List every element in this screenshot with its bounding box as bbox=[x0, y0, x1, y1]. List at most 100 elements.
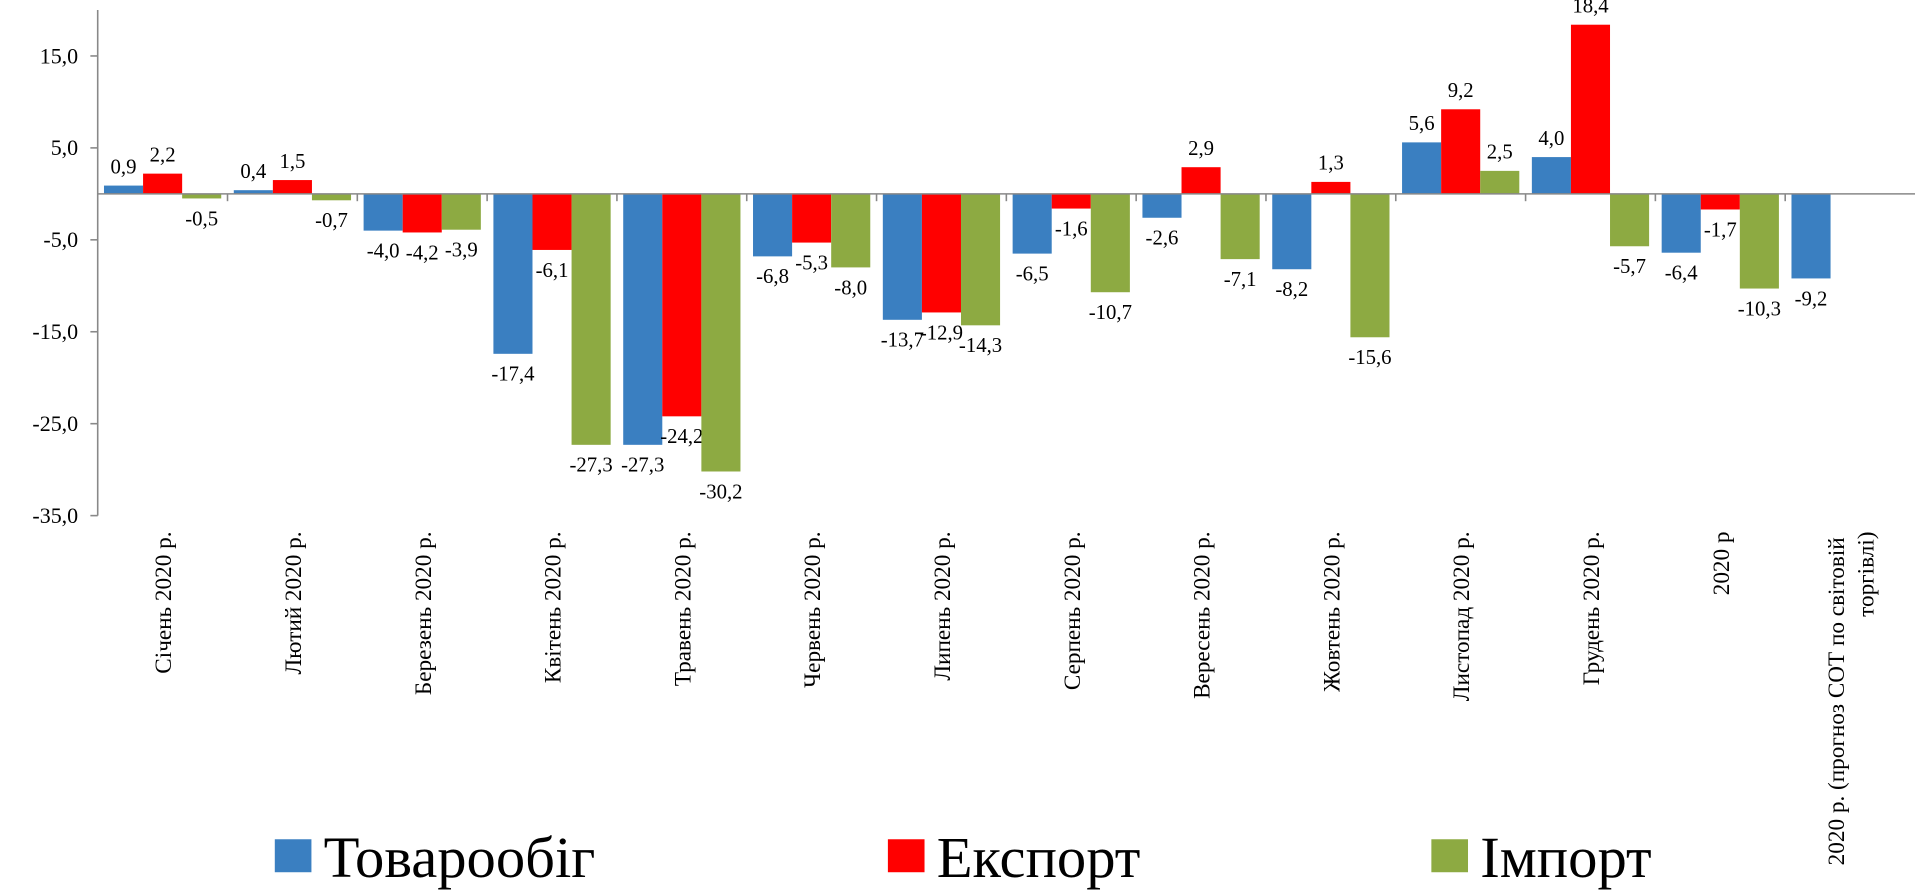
bar bbox=[1090, 193, 1130, 293]
value-label: -5,7 bbox=[1613, 256, 1646, 278]
bar bbox=[1661, 193, 1701, 253]
y-tick-label: -25,0 bbox=[32, 411, 78, 436]
bar bbox=[1480, 170, 1520, 194]
value-label: 0,9 bbox=[111, 156, 137, 178]
value-label: 1,5 bbox=[279, 151, 305, 173]
y-tick-label: -35,0 bbox=[32, 503, 78, 528]
legend-label: Товарообіг bbox=[324, 825, 596, 890]
bar bbox=[1402, 142, 1442, 194]
x-tick-label: Квітень 2020 р. bbox=[541, 531, 567, 683]
x-tick-label: 2020 р. (прогноз СОТ по світовій торгівл… bbox=[1824, 531, 1879, 865]
x-tick-label: Листопад 2020 р. bbox=[1449, 531, 1475, 701]
bar bbox=[182, 193, 222, 199]
value-label: -30,2 bbox=[699, 481, 742, 503]
y-tick-label: 5,0 bbox=[51, 135, 78, 160]
bar bbox=[233, 190, 273, 194]
bar bbox=[792, 193, 832, 243]
bar bbox=[1142, 193, 1182, 218]
value-label: -6,4 bbox=[1665, 263, 1698, 285]
y-tick-label: 15,0 bbox=[40, 43, 78, 68]
value-label: -14,3 bbox=[959, 335, 1002, 357]
value-label: -17,4 bbox=[491, 364, 535, 386]
bar bbox=[1531, 157, 1571, 194]
value-label: -7,1 bbox=[1224, 269, 1257, 291]
value-label: -8,0 bbox=[834, 277, 867, 299]
bar bbox=[1311, 181, 1351, 194]
bar bbox=[1791, 193, 1831, 279]
bar bbox=[571, 193, 611, 445]
bar bbox=[1350, 193, 1390, 338]
value-label: -27,3 bbox=[621, 455, 664, 477]
bar bbox=[532, 193, 572, 250]
value-label: 4,0 bbox=[1538, 128, 1564, 150]
bar bbox=[103, 185, 144, 194]
x-tick-label: Січень 2020 р. bbox=[151, 531, 177, 673]
value-label: -2,6 bbox=[1146, 228, 1179, 250]
x-tick-label: Червень 2020 р. bbox=[800, 531, 826, 687]
legend-label: Імпорт bbox=[1480, 825, 1651, 890]
bar bbox=[882, 193, 922, 320]
bar bbox=[1272, 193, 1312, 270]
value-label: -0,5 bbox=[185, 208, 218, 230]
x-tick-label: Травень 2020 р. bbox=[670, 531, 696, 686]
value-label: -4,2 bbox=[406, 242, 439, 264]
value-label: -10,3 bbox=[1738, 298, 1781, 320]
bar bbox=[1181, 167, 1221, 194]
legend-swatch bbox=[1431, 839, 1469, 873]
value-label: -4,0 bbox=[367, 240, 400, 262]
bar bbox=[441, 193, 481, 230]
bar bbox=[1441, 109, 1481, 194]
value-label: -12,9 bbox=[920, 322, 963, 344]
value-label: -10,7 bbox=[1089, 302, 1132, 324]
bar bbox=[1700, 193, 1740, 210]
bar bbox=[402, 193, 442, 233]
value-label: -24,2 bbox=[660, 426, 703, 448]
value-label: -3,9 bbox=[445, 240, 478, 262]
x-tick-label: 2020 р bbox=[1709, 531, 1735, 595]
bar bbox=[1739, 193, 1779, 289]
bar bbox=[701, 193, 741, 472]
bar bbox=[753, 193, 793, 257]
bar bbox=[623, 193, 663, 445]
legend-label: Експорт bbox=[937, 825, 1141, 890]
value-label: -15,6 bbox=[1348, 347, 1391, 369]
bar bbox=[1220, 193, 1260, 260]
bar bbox=[272, 180, 312, 194]
legend-swatch bbox=[274, 839, 312, 873]
value-label: -6,8 bbox=[756, 266, 789, 288]
value-label: 18,4 bbox=[1572, 0, 1609, 17]
value-label: 2,2 bbox=[150, 144, 176, 166]
y-tick-label: -15,0 bbox=[32, 319, 78, 344]
x-tick-label: Жовтень 2020 р. bbox=[1319, 531, 1345, 691]
bar bbox=[960, 193, 1001, 326]
x-tick-label: Березень 2020 р. bbox=[411, 531, 437, 695]
y-tick-label: -5,0 bbox=[43, 227, 78, 252]
value-label: -13,7 bbox=[881, 330, 924, 352]
value-label: 9,2 bbox=[1448, 80, 1474, 102]
x-tick-label: Серпень 2020 р. bbox=[1060, 531, 1086, 690]
bar bbox=[1570, 24, 1611, 194]
value-label: -1,7 bbox=[1704, 219, 1737, 241]
bar bbox=[1012, 193, 1052, 254]
legend-swatch bbox=[887, 839, 925, 873]
value-label: -0,7 bbox=[315, 210, 348, 232]
bar bbox=[311, 193, 352, 201]
x-tick-label: Лютий 2020 р. bbox=[281, 531, 307, 674]
x-tick-label: Грудень 2020 р. bbox=[1579, 531, 1605, 685]
value-label: 2,9 bbox=[1188, 138, 1214, 160]
value-label: -1,6 bbox=[1055, 218, 1088, 240]
bar bbox=[1610, 193, 1650, 247]
bar bbox=[143, 173, 183, 194]
value-label: 0,4 bbox=[240, 161, 267, 183]
bar bbox=[662, 193, 702, 417]
bar bbox=[1051, 193, 1091, 209]
value-label: 2,5 bbox=[1487, 142, 1513, 164]
value-label: -9,2 bbox=[1795, 288, 1828, 310]
x-tick-label: Липень 2020 р. bbox=[930, 531, 956, 680]
x-tick-label: Вересень 2020 р. bbox=[1190, 531, 1216, 698]
bar bbox=[493, 193, 533, 354]
value-label: -27,3 bbox=[569, 455, 612, 477]
bar bbox=[831, 193, 871, 268]
value-label: -5,3 bbox=[795, 252, 828, 274]
